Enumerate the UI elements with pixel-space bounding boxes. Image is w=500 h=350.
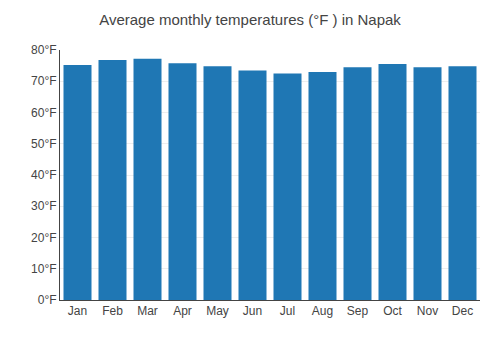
svg-text:Feb: Feb [102,304,123,318]
svg-text:Jun: Jun [243,304,262,318]
svg-text:Jan: Jan [68,304,87,318]
svg-text:Apr: Apr [173,304,192,318]
svg-text:60°F: 60°F [31,106,56,120]
svg-text:Oct: Oct [383,304,402,318]
svg-text:Dec: Dec [452,304,473,318]
svg-text:20°F: 20°F [31,231,56,245]
svg-text:70°F: 70°F [31,74,56,88]
svg-text:Aug: Aug [312,304,333,318]
svg-text:Nov: Nov [417,304,438,318]
svg-text:Mar: Mar [137,304,158,318]
svg-text:Sep: Sep [347,304,369,318]
svg-text:Jul: Jul [280,304,295,318]
svg-text:May: May [206,304,229,318]
svg-text:10°F: 10°F [31,262,56,276]
svg-text:Average monthly temperatures (: Average monthly temperatures (°F ) in Na… [99,11,401,28]
svg-text:30°F: 30°F [31,199,56,213]
svg-text:40°F: 40°F [31,168,56,182]
svg-text:80°F: 80°F [31,43,56,57]
svg-text:50°F: 50°F [31,137,56,151]
svg-text:0°F: 0°F [38,293,57,307]
